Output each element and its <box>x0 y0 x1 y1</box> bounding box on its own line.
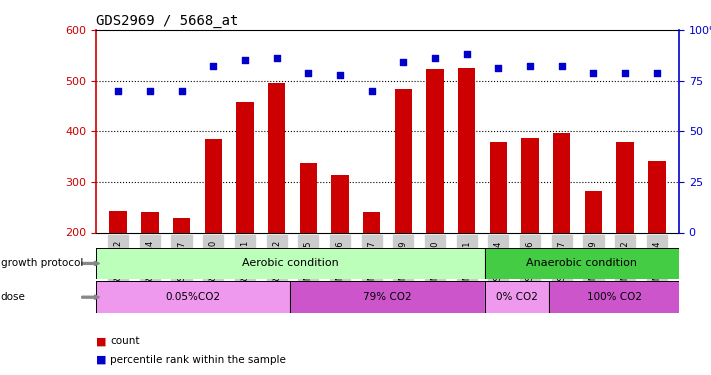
Text: count: count <box>110 336 139 346</box>
Point <box>588 69 599 75</box>
Point <box>651 69 663 75</box>
Text: percentile rank within the sample: percentile rank within the sample <box>110 355 286 365</box>
Text: 0% CO2: 0% CO2 <box>496 292 538 302</box>
Bar <box>268 82 285 334</box>
Bar <box>299 163 317 334</box>
Bar <box>96 248 485 279</box>
Bar <box>485 248 679 279</box>
Bar <box>290 281 485 313</box>
Bar <box>96 281 290 313</box>
Bar <box>109 211 127 334</box>
Bar <box>553 133 570 334</box>
Point <box>208 63 219 69</box>
Bar <box>173 218 191 334</box>
Point <box>271 56 282 62</box>
Bar <box>331 175 348 334</box>
Point <box>493 66 504 72</box>
Point <box>303 69 314 75</box>
Text: dose: dose <box>1 292 26 302</box>
Text: 0.05%CO2: 0.05%CO2 <box>166 292 220 302</box>
Text: Aerobic condition: Aerobic condition <box>242 258 338 268</box>
Point <box>429 56 441 62</box>
Point <box>239 57 250 63</box>
Bar <box>521 138 539 334</box>
Bar <box>236 102 254 334</box>
Text: GDS2969 / 5668_at: GDS2969 / 5668_at <box>96 13 238 28</box>
Point <box>397 59 409 65</box>
Point <box>112 88 124 94</box>
Text: 79% CO2: 79% CO2 <box>363 292 412 302</box>
Bar <box>490 142 507 334</box>
Point <box>525 63 536 69</box>
Bar <box>616 142 634 334</box>
Bar <box>458 69 476 334</box>
Text: ■: ■ <box>96 336 107 346</box>
Point <box>461 51 472 57</box>
Bar <box>205 139 222 334</box>
Text: 100% CO2: 100% CO2 <box>587 292 642 302</box>
Point <box>334 72 346 78</box>
Bar <box>550 281 679 313</box>
Text: growth protocol: growth protocol <box>1 258 83 268</box>
Bar <box>427 69 444 334</box>
Bar <box>363 212 380 334</box>
Text: Anaerobic condition: Anaerobic condition <box>526 258 637 268</box>
Bar <box>485 281 550 313</box>
Point <box>176 88 187 94</box>
Point <box>366 88 378 94</box>
Text: ■: ■ <box>96 355 107 365</box>
Bar <box>648 161 665 334</box>
Bar <box>584 191 602 334</box>
Bar <box>395 89 412 334</box>
Point <box>144 88 156 94</box>
Point <box>556 63 567 69</box>
Point <box>619 69 631 75</box>
Bar <box>141 212 159 334</box>
